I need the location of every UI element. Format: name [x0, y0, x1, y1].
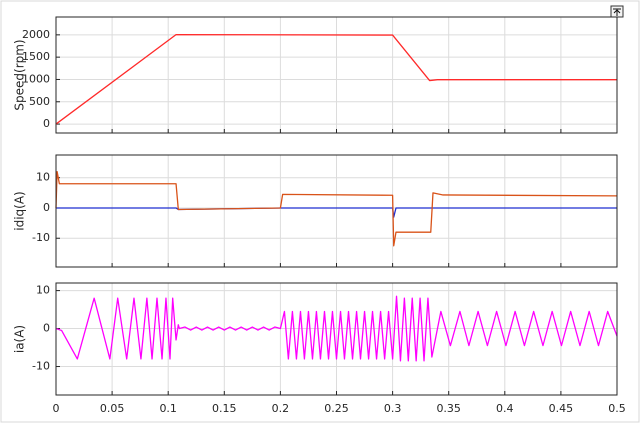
y-axis-label: Speed(rpm): [13, 39, 27, 110]
plot-frame: [55, 154, 618, 268]
y-tick-label: -10: [32, 360, 50, 373]
y-axis-label: idiq(A): [13, 191, 27, 230]
x-tick-label: 0.5: [608, 402, 626, 415]
y-tick-label: 2000: [22, 28, 50, 41]
data-line: [55, 33, 617, 125]
y-axis-label: ia(A): [13, 325, 27, 353]
x-tick-label: 0.05: [100, 402, 125, 415]
y-tick-label: 1000: [22, 72, 50, 85]
x-tick-label: 0.1: [159, 402, 177, 415]
x-tick-label: 0.45: [549, 402, 574, 415]
button-icon: [613, 8, 621, 16]
plot-frame: [55, 282, 618, 396]
undock-button[interactable]: [610, 5, 624, 18]
y-tick-label: 10: [36, 171, 50, 184]
x-tick-label: 0.15: [212, 402, 237, 415]
x-tick-label: 0.3: [384, 402, 402, 415]
y-tick-label: 1500: [22, 50, 50, 63]
x-tick-label: 0.35: [436, 402, 461, 415]
x-tick-label: 0.25: [324, 402, 349, 415]
x-tick-label: 0.4: [496, 402, 514, 415]
x-tick-label: 0.2: [272, 402, 290, 415]
y-tick-label: 0: [43, 201, 50, 214]
plot-frame: [55, 16, 618, 134]
y-tick-label: -10: [32, 231, 50, 244]
y-tick-label: 0: [43, 322, 50, 335]
y-tick-label: 0: [43, 117, 50, 130]
y-tick-label: 500: [29, 95, 50, 108]
y-tick-label: 10: [36, 284, 50, 297]
x-tick-label: 0: [53, 402, 60, 415]
data-line: [55, 295, 618, 362]
data-line: [55, 171, 618, 247]
